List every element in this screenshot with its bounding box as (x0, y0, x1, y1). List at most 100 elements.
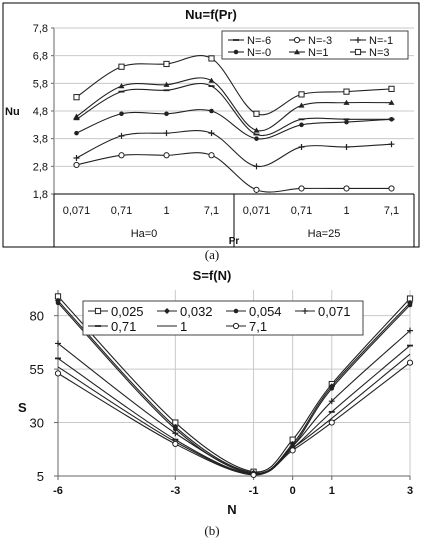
chart-a-point-shape (209, 108, 214, 114)
chart-a-point (388, 99, 395, 105)
chart-a-point-shape (163, 60, 170, 68)
chart-a-point-shape (253, 163, 260, 170)
chart-b-legend-marker (94, 307, 102, 315)
chart-b-y-tick-label: 30 (30, 416, 44, 431)
chart-a-legend (221, 30, 409, 60)
chart-a-legend-label: N=-1 (369, 35, 393, 47)
chart-b-legend-marker (302, 308, 308, 314)
chart-a-point (118, 83, 125, 89)
chart-b-point-shape (329, 386, 335, 391)
chart-a-point-shape (253, 186, 260, 193)
chart-a-point (73, 113, 80, 119)
chart-a-point-shape (163, 152, 170, 159)
chart-a-point-shape (73, 155, 80, 162)
chart-a-legend-marker (354, 48, 362, 56)
chart-a-point (388, 141, 395, 148)
chart-b-series-line (57, 362, 411, 476)
chart-a-point-shape (298, 143, 305, 150)
chart-b-point-shape (328, 398, 335, 405)
chart-a-legend-label: N=-0 (247, 47, 271, 59)
chart-b-point-shape (289, 447, 296, 454)
chart-a-legend-label: N=-6 (247, 35, 271, 47)
chart-b-point (406, 359, 414, 366)
chart-a-group-label: Ha=25 (308, 228, 341, 240)
chart-nu-vs-pr: Nu=f(Pr) 1,8 2,8 3,8 4,8 5,8 6,8 7,8 Nu 0,071 0,71… (0, 0, 424, 262)
chart-a-point (118, 152, 125, 159)
chart-a-point (254, 136, 259, 141)
chart-b-point-shape (172, 430, 179, 437)
chart-a-point-shape (73, 161, 80, 169)
chart-b-legend-label: 0,054 (249, 304, 282, 319)
chart-b-x-tick-label: -3 (170, 485, 180, 497)
chart-b-point (173, 426, 178, 432)
chart-b-point (55, 300, 61, 306)
chart-b-y-tick-label: 80 (30, 309, 44, 324)
chart-a-point-shape (298, 102, 305, 108)
chart-b-point-shape (54, 370, 62, 377)
chart-s-vs-n: S=f(N) 5 30 55 80 -6 -3 -1 0 1 3 S N 0,025 0,032 0,054 0… (0, 262, 424, 541)
chart-b-point-shape (407, 302, 413, 308)
chart-a-point (298, 102, 305, 108)
chart-a-point-shape (118, 152, 125, 159)
chart-a-point-shape (164, 111, 169, 117)
chart-a-point-shape (73, 94, 80, 101)
chart-b-point (172, 440, 179, 448)
chart-a-point-shape (163, 130, 170, 137)
chart-a-point (343, 143, 350, 150)
chart-a-legend-marker-shape (355, 37, 361, 43)
chart-a-point-shape (208, 55, 215, 62)
chart-b-y-label: S (18, 400, 27, 415)
chart-b-caption: (b) (204, 523, 219, 538)
chart-a-legend-marker (293, 36, 301, 44)
chart-a-y-tick-label: 5,8 (33, 78, 48, 90)
chart-a-point-shape (73, 113, 80, 119)
chart-b-point-shape (55, 340, 61, 347)
chart-a-point (73, 161, 80, 169)
chart-a-point-shape (388, 185, 395, 192)
chart-a-point-shape (344, 119, 349, 125)
chart-b-legend-marker (233, 308, 239, 314)
chart-a-point (253, 110, 260, 117)
chart-a-point-shape (343, 88, 350, 95)
chart-a-point (343, 99, 350, 105)
chart-b-point-shape (407, 327, 413, 334)
chart-a-point (389, 117, 394, 122)
chart-b-point (250, 471, 257, 479)
chart-a-point (74, 130, 79, 136)
chart-a-y-label: Nu (5, 106, 20, 118)
chart-b-legend-label: 0,032 (180, 304, 213, 319)
chart-a-legend-marker-shape (233, 49, 239, 55)
chart-b-point (328, 398, 335, 405)
chart-a-point-shape (389, 117, 394, 122)
chart-a-point (164, 111, 169, 117)
chart-a-y-tick-label: 3,8 (33, 134, 48, 146)
chart-a-legend-marker (233, 49, 239, 55)
chart-b-x-tick-label: -1 (249, 485, 259, 497)
chart-b-svg: S=f(N) 5 30 55 80 -6 -3 -1 0 1 3 S N 0,025 0,032 0,054 0… (18, 268, 414, 538)
chart-a-y-tick-label: 4,8 (33, 106, 48, 118)
chart-b-legend-marker-shape (302, 308, 308, 314)
chart-b-legend-label: 0,025 (111, 304, 144, 319)
chart-a-point (118, 132, 125, 139)
chart-a-point-shape (118, 132, 125, 139)
chart-b-title: S=f(N) (193, 268, 232, 283)
chart-a-point-shape (388, 85, 395, 92)
chart-a-legend-label: N=3 (369, 47, 390, 59)
chart-a-legend-marker (294, 49, 300, 55)
chart-a-point-shape (299, 122, 304, 128)
chart-a-point-shape (74, 130, 79, 136)
chart-b-point (54, 370, 62, 377)
chart-a-point (119, 111, 124, 117)
chart-a-x-tick-label: 7,1 (384, 205, 399, 217)
chart-a-x-tick-label: 1 (343, 205, 349, 217)
chart-a-series-line (76, 152, 392, 193)
chart-a-point (163, 60, 170, 68)
chart-a-y-tick-label: 7,8 (33, 23, 48, 35)
chart-a-legend-marker-shape (293, 36, 301, 44)
chart-b-x-tick-label: -6 (53, 485, 63, 497)
chart-a-x-tick-label: 7,1 (204, 205, 219, 217)
chart-a-x-label: Pr (229, 236, 240, 247)
chart-a-point (253, 127, 260, 133)
chart-a-point-shape (298, 185, 305, 192)
chart-b-legend-marker-shape (94, 307, 102, 315)
